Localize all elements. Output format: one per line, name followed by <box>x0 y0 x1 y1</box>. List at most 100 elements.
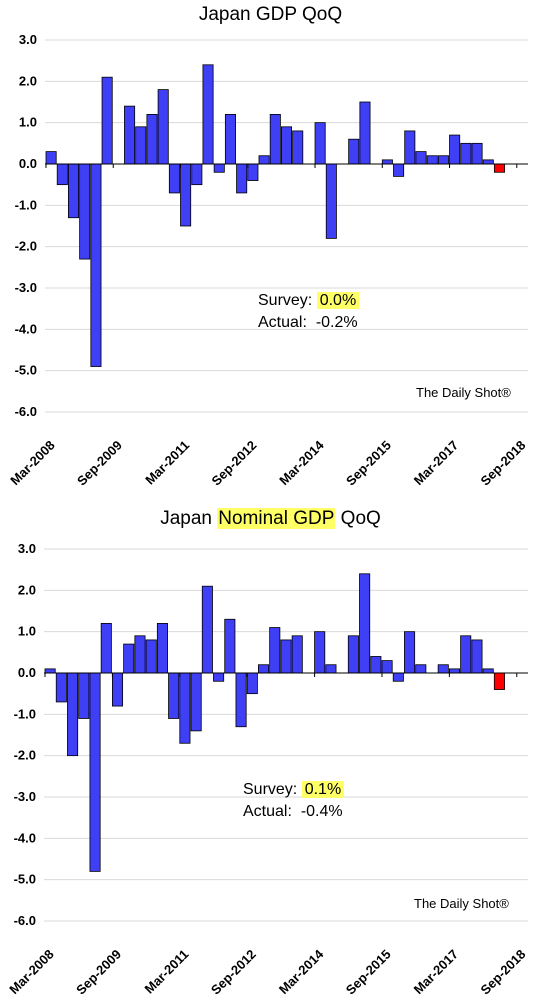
bar <box>359 101 371 165</box>
bar <box>134 635 146 674</box>
bar <box>460 635 472 674</box>
bar <box>56 163 68 186</box>
y-tick-label: -6.0 <box>15 404 37 419</box>
bar <box>415 151 427 165</box>
bar <box>224 114 236 165</box>
chart-title-text: Japan GDP QoQ <box>198 4 343 25</box>
bar <box>168 163 180 194</box>
bar <box>437 155 449 165</box>
bar <box>325 664 337 674</box>
bar <box>247 163 259 181</box>
y-tick-label: 1.0 <box>18 624 36 639</box>
bar <box>258 155 270 165</box>
chart-real-gdp: Japan GDP QoQ 3.0 2.0 1.0 0.0 -1.0 -2.0 -3.0 -4… <box>7 4 529 489</box>
bar <box>292 130 304 165</box>
bar <box>235 672 247 728</box>
bar <box>157 89 169 165</box>
source-credit: The Daily Shot® <box>414 896 509 911</box>
y-tick-label: -1.0 <box>15 197 37 212</box>
survey-label: Survey: <box>243 781 298 798</box>
bar-chart-svg: 3.0 2.0 1.0 0.0 -1.0 -2.0 -3.0 -4.0 -5.0 -6.0 Mar-… <box>6 541 528 998</box>
x-tick-label: Sep-2009 <box>73 947 124 998</box>
y-tick-label: -1.0 <box>14 706 36 721</box>
y-tick-label: -2.0 <box>14 748 36 763</box>
y-tick-label: 0.0 <box>18 665 36 680</box>
bar <box>213 163 225 173</box>
chart-title: Japan Nominal GDP QoQ <box>0 508 541 530</box>
y-tick-label: -2.0 <box>15 239 37 254</box>
source-credit: The Daily Shot® <box>416 385 511 400</box>
bar <box>124 105 136 165</box>
actual-label: Actual: <box>243 803 292 820</box>
bar <box>269 114 281 165</box>
bar <box>67 672 79 757</box>
bar <box>314 631 326 674</box>
bar <box>348 138 360 165</box>
x-tick-label: Sep-2018 <box>478 438 529 489</box>
bar <box>190 672 202 732</box>
bar <box>314 122 326 165</box>
survey-label: Survey: <box>258 292 313 309</box>
x-tick-label: Mar-2014 <box>276 946 327 997</box>
bar <box>44 668 56 674</box>
bar <box>359 573 371 674</box>
x-tick-label: Sep-2012 <box>209 438 260 489</box>
bar <box>180 163 192 227</box>
x-tick-label: Mar-2008 <box>6 947 56 997</box>
bar <box>269 627 281 674</box>
bar <box>393 163 405 177</box>
survey-actual-callout: Survey: 0.0% Actual: -0.2% <box>258 290 360 334</box>
y-tick-label: -4.0 <box>15 321 37 336</box>
bar <box>381 660 393 674</box>
bar <box>179 672 191 744</box>
bar <box>448 668 461 674</box>
bar <box>45 151 57 165</box>
bar <box>224 618 236 674</box>
bar <box>146 114 158 165</box>
x-tick-label: Sep-2015 <box>343 947 394 998</box>
bar <box>68 163 80 219</box>
actual-value: -0.4% <box>300 803 343 820</box>
bar <box>90 163 102 367</box>
bar <box>89 672 101 872</box>
y-tick-label: 2.0 <box>19 73 37 88</box>
actual-label: Actual: <box>258 314 307 331</box>
bar <box>79 163 91 260</box>
x-tick-label: Sep-2015 <box>343 438 394 489</box>
bar <box>101 76 113 165</box>
y-tick-label: -6.0 <box>14 913 36 928</box>
y-tick-label: 2.0 <box>18 582 36 597</box>
bar <box>347 635 359 674</box>
x-tick-label: Sep-2012 <box>208 947 259 998</box>
bar <box>482 668 494 674</box>
y-tick-label: 0.0 <box>19 156 37 171</box>
bar <box>280 639 292 674</box>
bar <box>168 672 180 719</box>
bar <box>471 142 483 165</box>
survey-value: 0.1% <box>301 781 345 798</box>
bar <box>280 126 293 165</box>
bar <box>258 664 270 674</box>
y-tick-label: 3.0 <box>18 541 36 556</box>
survey-value: 0.0% <box>316 292 360 309</box>
bar <box>325 163 337 239</box>
bar <box>191 163 203 186</box>
bar <box>78 672 90 719</box>
bar <box>55 672 67 703</box>
bar <box>202 64 214 165</box>
bar <box>291 635 303 674</box>
chart-title-suffix: QoQ <box>335 508 381 529</box>
bar <box>404 130 416 165</box>
y-tick-label: 3.0 <box>19 32 37 47</box>
y-tick-label: 1.0 <box>19 115 37 130</box>
bar <box>415 664 427 674</box>
chart-title-prefix: Japan <box>160 508 218 529</box>
bar <box>460 142 472 165</box>
bar <box>246 672 258 695</box>
bar <box>449 134 461 165</box>
y-tick-label: -4.0 <box>14 830 36 845</box>
bar <box>111 672 124 707</box>
bar <box>381 159 393 165</box>
x-tick-label: Mar-2017 <box>411 438 461 488</box>
y-tick-label: -5.0 <box>15 363 37 378</box>
